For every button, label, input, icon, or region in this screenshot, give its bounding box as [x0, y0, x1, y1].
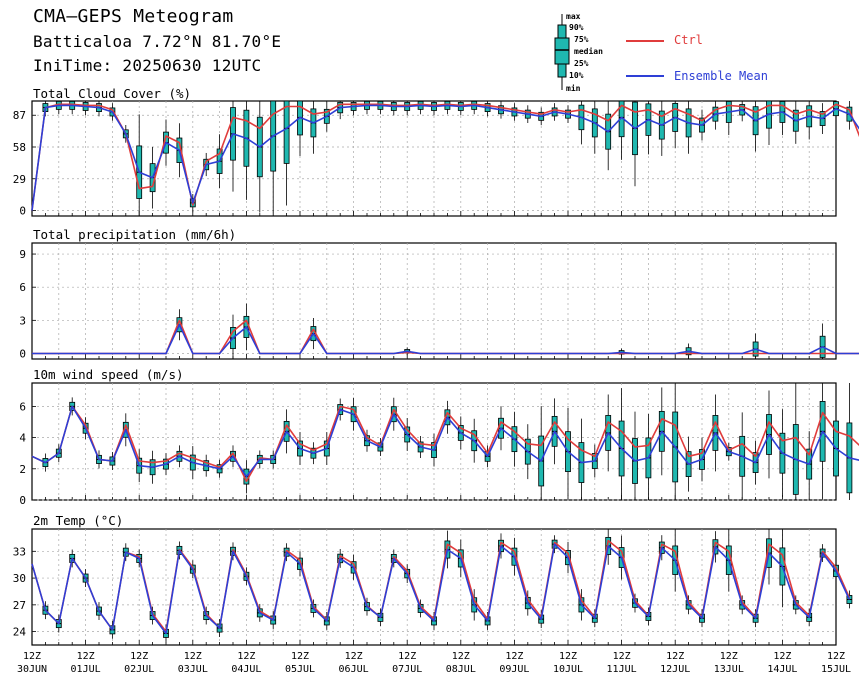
legend-max-label: max	[566, 12, 581, 21]
x-tick-label-day: 13JUL	[714, 664, 744, 675]
x-tick-label-day: 02JUL	[124, 664, 154, 675]
legend-boxplot-icon	[554, 14, 570, 90]
y-tick-label: 0	[19, 494, 26, 507]
x-tick-label-day: 10JUL	[553, 664, 583, 675]
y-tick-label: 27	[13, 599, 26, 612]
x-tick-label-hour: 12Z	[505, 651, 523, 662]
legend-p75-label: 75%	[574, 35, 589, 44]
x-tick-label-hour: 12Z	[184, 651, 202, 662]
y-tick-label: 0	[19, 347, 26, 360]
y-tick-label: 58	[13, 141, 26, 154]
x-tick-label-day: 05JUL	[285, 664, 315, 675]
x-tick-label-day: 06JUL	[339, 664, 369, 675]
location-label: Batticaloa 7.72°N 81.70°E	[33, 32, 282, 51]
ctrl-series-line	[31, 405, 859, 483]
ensemble-box	[283, 100, 290, 164]
y-tick-label: 4	[19, 432, 26, 445]
legend-mean-label: Ensemble Mean	[674, 69, 768, 83]
init-time-label: IniTime: 20250630 12UTC	[33, 56, 262, 75]
x-tick-label-hour: 12Z	[720, 651, 738, 662]
x-tick-label-hour: 12Z	[237, 651, 255, 662]
x-tick-label-day: 07JUL	[392, 664, 422, 675]
x-tick-label-hour: 12Z	[130, 651, 148, 662]
panel-title-temp: 2m Temp (°C)	[33, 513, 124, 528]
y-tick-label: 2	[19, 463, 26, 476]
x-tick-label-hour: 12Z	[23, 651, 41, 662]
x-tick-label-day: 01JUL	[71, 664, 101, 675]
y-tick-label: 24	[13, 626, 27, 639]
panel-frame	[31, 242, 837, 360]
ctrl-series-line	[32, 319, 859, 355]
ensemble-mean-line	[31, 543, 851, 635]
legend-median-label: median	[574, 47, 603, 56]
panel-title-wind: 10m wind speed (m/s)	[33, 367, 184, 382]
ctrl-series-line	[31, 103, 859, 211]
y-tick-label: 29	[13, 173, 26, 186]
x-tick-label-day: 04JUL	[231, 664, 261, 675]
legend-p90-label: 90%	[569, 23, 584, 32]
x-tick-label-hour: 12Z	[827, 651, 845, 662]
x-tick-label-day: 14JUL	[767, 664, 797, 675]
y-tick-label: 3	[19, 314, 26, 327]
x-tick-label-hour: 12Z	[773, 651, 791, 662]
panel-title-cloud: Total Cloud Cover (%)	[33, 86, 192, 101]
y-tick-label: 9	[19, 248, 26, 261]
legend-p10-label: 10%	[569, 71, 584, 80]
ensemble-mean-line	[32, 323, 859, 355]
y-tick-label: 30	[13, 572, 26, 585]
x-tick-label-day: 03JUL	[178, 664, 208, 675]
x-tick-label-hour: 12Z	[666, 651, 684, 662]
x-tick-label-day: 15JUL	[821, 664, 851, 675]
y-tick-label: 33	[13, 545, 26, 558]
ensemble-mean-line	[31, 104, 859, 211]
x-tick-label-hour: 12Z	[398, 651, 416, 662]
x-tick-label-hour: 12Z	[345, 651, 363, 662]
x-tick-label-day: 12JUL	[660, 664, 690, 675]
panel-title-precip: Total precipitation (mm/6h)	[33, 227, 237, 242]
x-tick-label-hour: 12Z	[452, 651, 470, 662]
legend-ctrl-label: Ctrl	[674, 33, 703, 47]
x-tick-label-day: 30JUN	[17, 664, 47, 675]
y-tick-label: 6	[19, 281, 26, 294]
chart-title: CMA—GEPS Meteogram	[33, 6, 234, 27]
x-tick-label-day: 11JUL	[607, 664, 637, 675]
x-tick-label-day: 09JUL	[499, 664, 529, 675]
x-tick-label-hour: 12Z	[77, 651, 95, 662]
y-tick-label: 6	[19, 400, 26, 413]
legend-p25-label: 25%	[574, 59, 589, 68]
ensemble-mean-line	[31, 405, 859, 478]
legend-min-label: min	[566, 84, 581, 93]
y-tick-label: 87	[13, 109, 26, 122]
x-tick-label-hour: 12Z	[613, 651, 631, 662]
x-tick-label-hour: 12Z	[559, 651, 577, 662]
x-tick-label-hour: 12Z	[291, 651, 309, 662]
x-tick-label-day: 08JUL	[446, 664, 476, 675]
y-tick-label: 0	[19, 205, 26, 218]
